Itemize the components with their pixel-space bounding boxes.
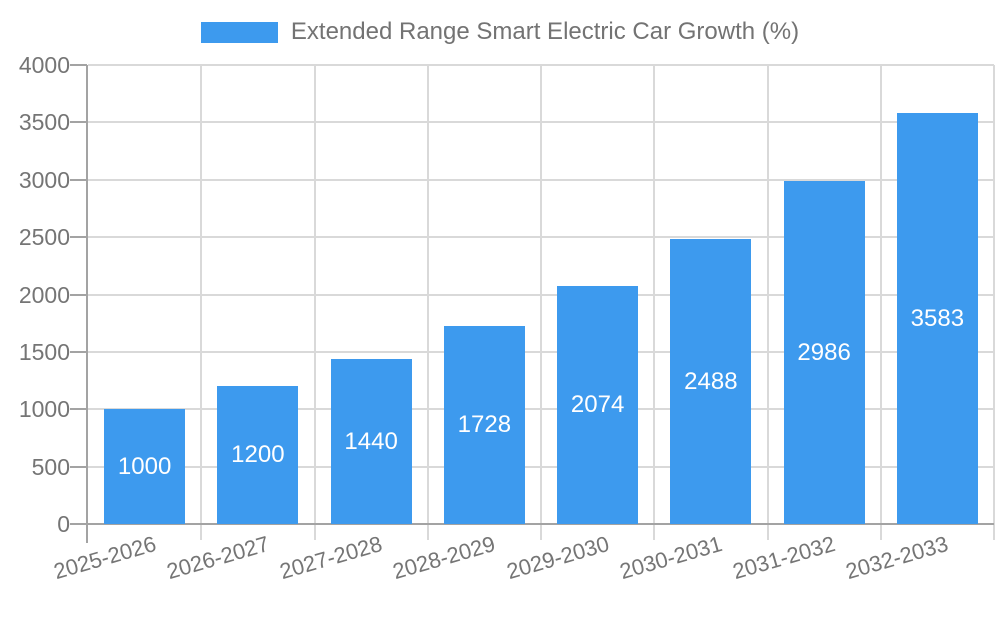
- x-tick-4: [540, 524, 542, 540]
- v-gridline-6: [766, 65, 769, 524]
- y-tick-label-2500: 2500: [18, 224, 70, 251]
- legend-swatch: [200, 21, 278, 43]
- bar-2025-2026[interactable]: 1000: [104, 409, 186, 524]
- bar-2032-2033[interactable]: 3583: [896, 113, 978, 524]
- bar-2026-2027[interactable]: 1200: [217, 386, 299, 524]
- y-tick-0: [70, 523, 87, 525]
- bar-value-label-2031-2032: 2986: [797, 338, 851, 366]
- bar-value-label-2028-2029: 1728: [457, 411, 512, 438]
- legend[interactable]: Extended Range Smart Electric Car Growth…: [0, 19, 1000, 45]
- legend-label: Extended Range Smart Electric Car Growth…: [290, 18, 800, 45]
- y-tick-label-2000: 2000: [18, 281, 70, 308]
- x-tick-6: [766, 524, 769, 540]
- x-tick-2: [313, 524, 316, 540]
- x-tick-1: [200, 524, 203, 540]
- v-gridline-7: [879, 65, 882, 524]
- bar-value-label-2030-2031: 2488: [684, 367, 738, 395]
- x-tick-3: [426, 524, 429, 540]
- y-tick-4000: [70, 64, 87, 66]
- y-tick-label-4000: 4000: [18, 52, 70, 78]
- y-tick-500: [70, 465, 87, 468]
- bar-value-label-2025-2026: 1000: [117, 452, 172, 480]
- y-axis-line: [86, 65, 88, 543]
- v-gridline-3: [426, 65, 429, 524]
- bar-2031-2032[interactable]: 2986: [783, 181, 865, 524]
- y-tick-2500: [70, 236, 87, 239]
- y-tick-label-3500: 3500: [18, 109, 70, 136]
- y-tick-label-1500: 1500: [18, 338, 70, 365]
- bar-chart: Extended Range Smart Electric Car Growth…: [0, 18, 1000, 585]
- bar-value-label-2029-2030: 2074: [570, 391, 625, 418]
- bar-value-label-2027-2028: 1440: [344, 427, 398, 455]
- v-gridline-1: [200, 65, 203, 524]
- v-gridline-2: [313, 65, 316, 524]
- y-tick-3000: [70, 178, 87, 181]
- bar-value-label-2032-2033: 3583: [910, 304, 965, 332]
- bar-2030-2031[interactable]: 2488: [670, 239, 752, 524]
- y-tick-2000: [70, 293, 87, 296]
- y-tick-1000: [70, 408, 87, 411]
- bar-2028-2029[interactable]: 1728: [443, 326, 525, 524]
- y-tick-label-500: 500: [31, 453, 70, 480]
- x-tick-8: [993, 524, 995, 540]
- y-tick-3500: [70, 121, 87, 124]
- y-tick-label-1000: 1000: [18, 396, 70, 423]
- x-tick-7: [879, 524, 882, 540]
- v-gridline-4: [540, 65, 542, 524]
- v-gridline-5: [653, 65, 656, 524]
- bar-2029-2030[interactable]: 2074: [557, 286, 639, 524]
- x-tick-5: [653, 524, 656, 540]
- y-tick-label-3000: 3000: [18, 166, 70, 193]
- y-tick-1500: [70, 350, 87, 353]
- bar-2027-2028[interactable]: 1440: [330, 359, 412, 524]
- bar-value-label-2026-2027: 1200: [231, 441, 285, 468]
- v-gridline-8: [993, 65, 995, 524]
- x-axis-line: [86, 523, 994, 525]
- y-tick-label-0: 0: [57, 511, 70, 537]
